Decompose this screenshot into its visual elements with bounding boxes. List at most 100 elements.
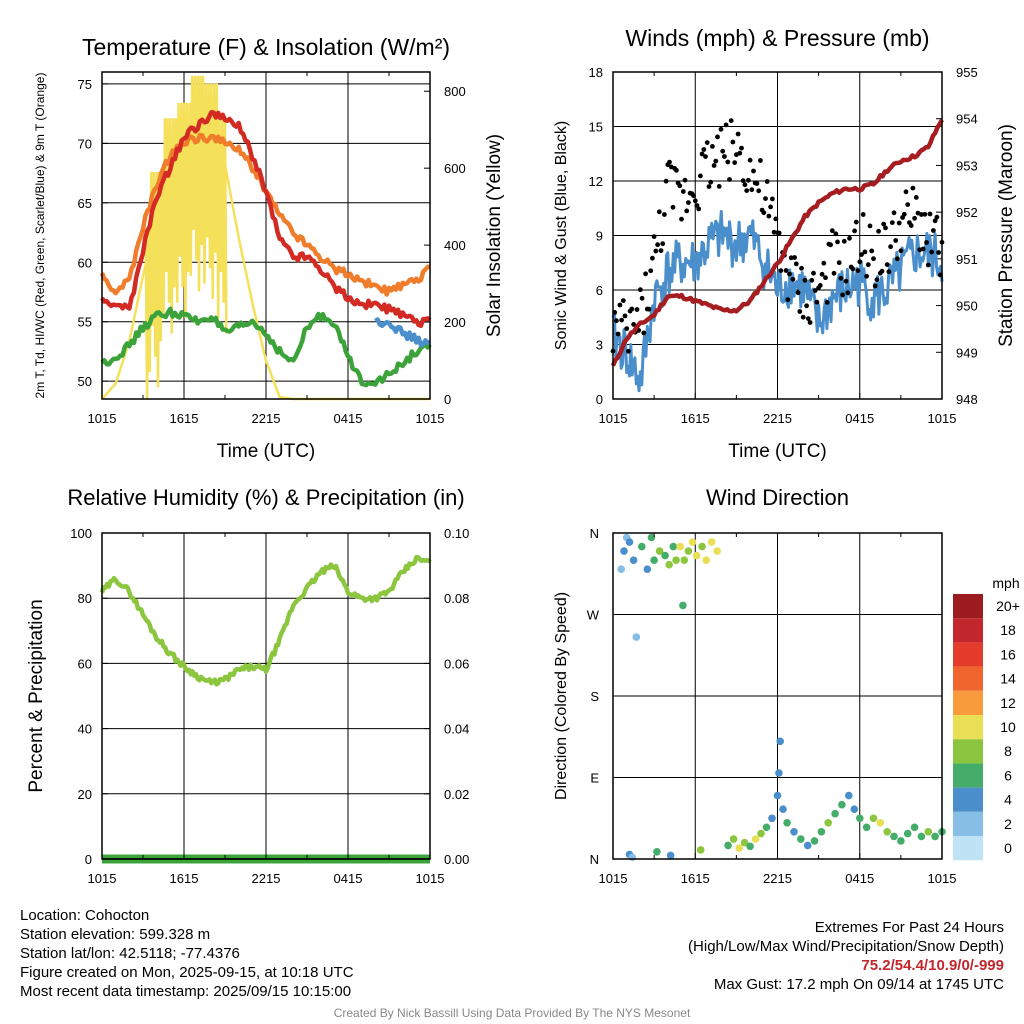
- y2-tick-label: 949: [956, 345, 978, 360]
- gust-point: [615, 331, 621, 337]
- gust-point: [680, 189, 686, 194]
- chart-title-4: Wind Direction: [706, 485, 849, 510]
- direction-point: [817, 828, 826, 836]
- series-line-2m-td: [100, 306, 432, 388]
- y2-tick-label: 953: [956, 158, 978, 173]
- credit-line: Created By Nick Bassill Using Data Provi…: [333, 1006, 691, 1020]
- gust-point: [692, 198, 698, 204]
- gust-point: [629, 306, 635, 312]
- y-tick-label: 18: [589, 65, 603, 80]
- series-line-relative-humidity: [99, 555, 432, 687]
- gust-point: [778, 268, 784, 273]
- direction-point: [617, 565, 625, 573]
- y2-tick-label: 0.08: [444, 591, 469, 606]
- y2-tick-label: 200: [444, 315, 466, 330]
- colorbar-label: 18: [1000, 622, 1016, 638]
- extremes-subtitle: (High/Low/Max Wind/Precipitation/Snow De…: [688, 938, 1004, 955]
- x-tick-label: 1015: [88, 411, 117, 426]
- gust-point: [746, 177, 751, 183]
- gust-point: [667, 159, 672, 165]
- gust-point: [739, 145, 744, 151]
- x-tick-label: 0415: [334, 411, 363, 426]
- gust-point: [936, 250, 941, 255]
- y-tick-label: 20: [78, 787, 92, 802]
- gust-point: [768, 204, 773, 210]
- y2-axis-label-2: Station Pressure (Maroon): [996, 124, 1017, 347]
- direction-point: [679, 601, 687, 610]
- x-tick-label: 0415: [845, 871, 874, 886]
- chart-title-1: Temperature (F) & Insolation (W/m²): [82, 34, 450, 60]
- gust-point: [651, 234, 657, 240]
- y2-tick-label: 800: [444, 84, 466, 99]
- colorbar-swatch: [953, 763, 983, 788]
- gust-point: [730, 139, 736, 145]
- direction-point: [850, 805, 859, 813]
- x-tick-label: 2215: [763, 411, 792, 426]
- gust-point: [716, 184, 722, 189]
- gust-point: [853, 219, 859, 225]
- y-tick-label: 65: [78, 196, 92, 211]
- gust-point: [711, 163, 717, 168]
- gust-point: [764, 179, 770, 184]
- colorbar-swatch: [953, 690, 983, 715]
- colorbar-label: 10: [1000, 719, 1016, 735]
- gust-point: [925, 262, 931, 268]
- x-tick-label: 0415: [334, 871, 363, 886]
- direction-point: [629, 556, 638, 564]
- y-tick-label: 40: [78, 722, 92, 737]
- extremes-panel: Extremes For Past 24 Hours (High/Low/Max…: [688, 918, 1004, 994]
- gust-point: [735, 131, 741, 137]
- gust-point: [617, 302, 623, 308]
- gust-point: [807, 320, 813, 325]
- y-tick-label: 0: [85, 852, 92, 867]
- gust-point: [641, 330, 647, 336]
- y-tick-label: 50: [78, 374, 92, 389]
- gust-point: [799, 265, 804, 271]
- extremes-values: 75.2/54.4/10.9/0/-999: [861, 957, 1004, 974]
- y-tick-label: 6: [596, 283, 603, 298]
- gust-point: [639, 295, 645, 301]
- gust-point: [638, 287, 643, 293]
- gust-point: [679, 216, 684, 222]
- gust-point: [802, 277, 808, 283]
- gust-point: [850, 266, 856, 272]
- direction-tick-label: N: [590, 526, 599, 541]
- colorbar-swatch: [953, 618, 983, 643]
- direction-tick-label: S: [590, 689, 599, 704]
- direction-point: [655, 547, 664, 555]
- colorbar-label: 0: [1004, 840, 1012, 856]
- y2-tick-label: 0.02: [444, 787, 469, 802]
- y2-tick-label: 952: [956, 205, 978, 220]
- colorbar-swatch: [953, 715, 983, 740]
- station-elevation: Station elevation: 599.328 m: [20, 926, 211, 943]
- gust-point: [631, 322, 636, 327]
- gust-point: [710, 144, 715, 149]
- gust-point: [886, 269, 892, 275]
- recent-timestamp: Most recent data timestamp: 2025/09/15 1…: [20, 983, 352, 1000]
- gust-point: [706, 184, 712, 190]
- gust-point: [686, 200, 691, 206]
- gust-point: [903, 189, 909, 195]
- gust-point: [763, 196, 768, 202]
- gust-point: [862, 249, 868, 255]
- gust-point: [845, 290, 851, 296]
- station-location: Location: Cohocton: [20, 907, 150, 924]
- gust-point: [841, 238, 847, 244]
- gust-point: [919, 212, 924, 217]
- gust-point: [814, 299, 820, 305]
- gust-point: [699, 151, 705, 157]
- direction-point: [768, 814, 776, 823]
- gust-point: [874, 277, 880, 283]
- direction-point: [924, 828, 933, 836]
- gust-point: [754, 181, 760, 186]
- colorbar-swatch: [953, 642, 983, 667]
- gust-point: [701, 147, 707, 152]
- direction-point: [862, 823, 871, 832]
- direction-point: [824, 819, 832, 827]
- direction-point: [883, 828, 891, 836]
- gust-point: [677, 183, 683, 189]
- gust-point: [922, 211, 928, 217]
- gust-point: [817, 283, 823, 288]
- direction-point: [707, 538, 716, 546]
